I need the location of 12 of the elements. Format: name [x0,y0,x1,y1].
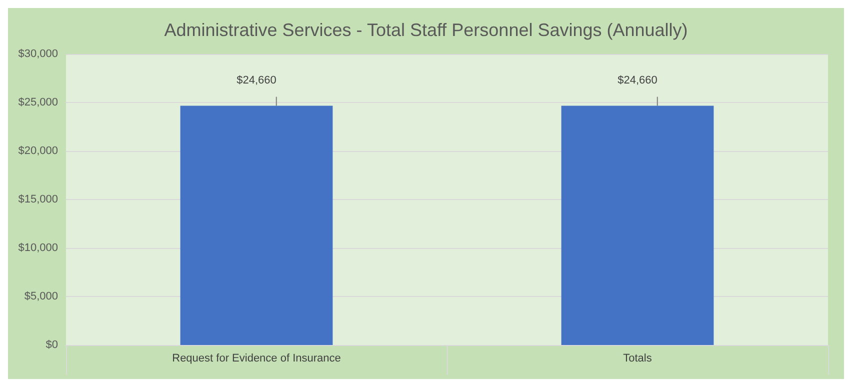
x-tick-label: Request for Evidence of Insurance [172,352,341,364]
y-tick-label: $10,000 [18,242,58,254]
y-tick-label: $20,000 [18,145,58,157]
y-tick-label: $5,000 [24,290,58,302]
chart-title: Administrative Services - Total Staff Personnel Savings (Annually) [164,20,688,40]
data-label: $24,660 [618,74,658,86]
y-tick-label: $15,000 [18,194,58,206]
data-label: $24,660 [236,74,276,86]
y-tick-label: $30,000 [18,48,58,60]
x-tick-label: Totals [623,352,652,364]
y-tick-label: $25,000 [18,96,58,108]
y-tick-label: $0 [46,339,58,351]
